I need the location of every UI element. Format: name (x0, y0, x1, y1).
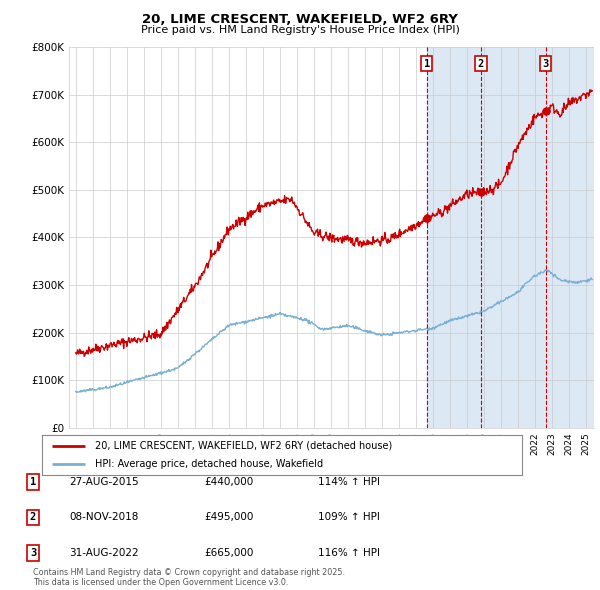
Text: £440,000: £440,000 (204, 477, 253, 487)
Text: £665,000: £665,000 (204, 548, 253, 558)
Text: 1: 1 (424, 58, 430, 68)
Text: 20, LIME CRESCENT, WAKEFIELD, WF2 6RY (detached house): 20, LIME CRESCENT, WAKEFIELD, WF2 6RY (d… (95, 441, 392, 451)
Text: 116% ↑ HPI: 116% ↑ HPI (318, 548, 380, 558)
Bar (427, 47, 481, 428)
Text: 3: 3 (30, 548, 36, 558)
Text: 27-AUG-2015: 27-AUG-2015 (69, 477, 139, 487)
Bar (546, 47, 594, 428)
Text: HPI: Average price, detached house, Wakefield: HPI: Average price, detached house, Wake… (95, 459, 323, 469)
Text: £495,000: £495,000 (204, 513, 253, 522)
Text: Price paid vs. HM Land Registry's House Price Index (HPI): Price paid vs. HM Land Registry's House … (140, 25, 460, 35)
Text: 114% ↑ HPI: 114% ↑ HPI (318, 477, 380, 487)
Text: Contains HM Land Registry data © Crown copyright and database right 2025.
This d: Contains HM Land Registry data © Crown c… (33, 568, 345, 587)
Text: 1: 1 (30, 477, 36, 487)
Text: 2: 2 (30, 513, 36, 522)
Text: 08-NOV-2018: 08-NOV-2018 (69, 513, 139, 522)
Text: 20, LIME CRESCENT, WAKEFIELD, WF2 6RY: 20, LIME CRESCENT, WAKEFIELD, WF2 6RY (142, 13, 458, 26)
Bar (481, 47, 546, 428)
Text: 3: 3 (542, 58, 549, 68)
Text: 31-AUG-2022: 31-AUG-2022 (69, 548, 139, 558)
Text: 2: 2 (478, 58, 484, 68)
Text: 109% ↑ HPI: 109% ↑ HPI (318, 513, 380, 522)
